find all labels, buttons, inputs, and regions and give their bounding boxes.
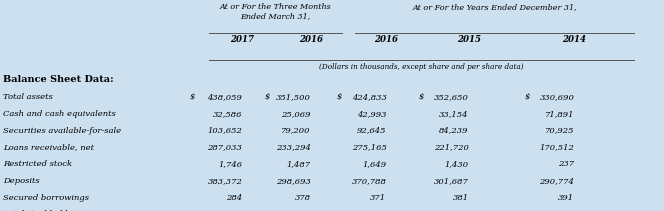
Text: 1,430: 1,430 [445, 160, 469, 168]
Text: 233,294: 233,294 [276, 143, 311, 151]
Text: 51,170: 51,170 [282, 210, 311, 211]
Text: 32,586: 32,586 [213, 110, 242, 118]
Text: $: $ [419, 93, 424, 101]
Text: 275,165: 275,165 [351, 143, 386, 151]
Text: 371: 371 [371, 194, 386, 202]
Text: 424,833: 424,833 [351, 93, 386, 101]
Text: Securities available-for-sale: Securities available-for-sale [3, 127, 122, 135]
Text: 351,500: 351,500 [276, 93, 311, 101]
Text: 53,244: 53,244 [213, 210, 242, 211]
Text: $: $ [337, 93, 342, 101]
Text: 92,645: 92,645 [357, 127, 386, 135]
Text: 2016: 2016 [299, 35, 323, 44]
Text: Loans receivable, net: Loans receivable, net [3, 143, 94, 151]
Text: 1,649: 1,649 [363, 160, 386, 168]
Text: 284: 284 [226, 194, 242, 202]
Text: 25,069: 25,069 [282, 110, 311, 118]
Text: 438,059: 438,059 [207, 93, 242, 101]
Text: Total stockholders’ equity: Total stockholders’ equity [3, 210, 113, 211]
Text: $: $ [264, 93, 270, 101]
Text: 170,512: 170,512 [539, 143, 574, 151]
Text: 1,487: 1,487 [287, 160, 311, 168]
Text: 301,687: 301,687 [434, 177, 469, 185]
Text: Balance Sheet Data:: Balance Sheet Data: [3, 75, 114, 84]
Text: 103,652: 103,652 [207, 127, 242, 135]
Text: 2015: 2015 [457, 35, 481, 44]
Text: At or For the Three Months
Ended March 31,: At or For the Three Months Ended March 3… [220, 3, 331, 20]
Text: 79,200: 79,200 [282, 127, 311, 135]
Text: 70,925: 70,925 [545, 127, 574, 135]
Text: 237: 237 [558, 160, 574, 168]
Text: 221,720: 221,720 [434, 143, 469, 151]
Text: 381: 381 [453, 194, 469, 202]
Text: 383,372: 383,372 [207, 177, 242, 185]
Text: 52,186: 52,186 [357, 210, 386, 211]
Text: 33,154: 33,154 [440, 110, 469, 118]
Text: 2014: 2014 [562, 35, 586, 44]
Text: 378: 378 [295, 194, 311, 202]
Text: 298,693: 298,693 [276, 177, 311, 185]
Text: (Dollars in thousands, except share and per share data): (Dollars in thousands, except share and … [319, 63, 524, 71]
Text: Deposits: Deposits [3, 177, 40, 185]
Text: 287,033: 287,033 [207, 143, 242, 151]
Text: 84,239: 84,239 [440, 127, 469, 135]
Text: 42,993: 42,993 [357, 110, 386, 118]
Text: 71,891: 71,891 [545, 110, 574, 118]
Text: 38,542: 38,542 [545, 210, 574, 211]
Text: 1,746: 1,746 [218, 160, 242, 168]
Text: 2017: 2017 [230, 35, 254, 44]
Text: 391: 391 [558, 194, 574, 202]
Text: At or For the Years Ended December 31,: At or For the Years Ended December 31, [412, 3, 577, 11]
Text: 352,650: 352,650 [434, 93, 469, 101]
Text: 290,774: 290,774 [539, 177, 574, 185]
Text: 330,690: 330,690 [539, 93, 574, 101]
Text: 49,425: 49,425 [440, 210, 469, 211]
Text: Total assets: Total assets [3, 93, 53, 101]
Text: $: $ [189, 93, 195, 101]
Text: $: $ [525, 93, 530, 101]
Text: Secured borrowings: Secured borrowings [3, 194, 90, 202]
Text: 2016: 2016 [374, 35, 398, 44]
Text: Restricted stock: Restricted stock [3, 160, 72, 168]
Text: 370,788: 370,788 [351, 177, 386, 185]
Text: Cash and cash equivalents: Cash and cash equivalents [3, 110, 116, 118]
